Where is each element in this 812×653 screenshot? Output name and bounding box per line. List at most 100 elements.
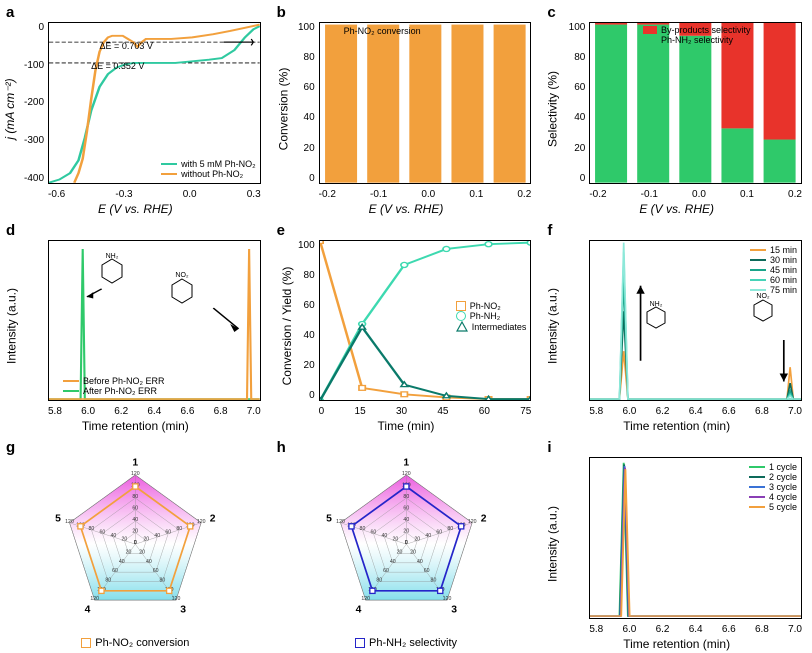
svg-text:60: 60 <box>436 530 442 536</box>
svg-text:40: 40 <box>417 559 423 565</box>
svg-text:120: 120 <box>90 596 99 602</box>
svg-text:60: 60 <box>403 506 409 512</box>
panel-f-label: f <box>547 222 552 239</box>
panel-d-legend: Before Ph-NO₂ ERR After Ph-NO₂ ERR <box>63 376 165 396</box>
svg-text:80: 80 <box>376 578 382 584</box>
svg-text:40: 40 <box>154 533 160 539</box>
svg-text:60: 60 <box>100 530 106 536</box>
panel-b-xticks: -0.2-0.10.00.10.2 <box>319 189 532 200</box>
panel-b-xlabel: E (V vs. RHE) <box>271 202 542 216</box>
svg-text:20: 20 <box>143 537 149 543</box>
svg-text:1: 1 <box>132 458 138 469</box>
panel-g: g 10204060801001202020406080100120302040… <box>0 435 271 653</box>
svg-text:20: 20 <box>403 529 409 535</box>
svg-text:20: 20 <box>121 537 127 543</box>
panel-i-ylabel: Intensity (a.u.) <box>546 506 560 582</box>
svg-text:40: 40 <box>390 559 396 565</box>
svg-text:20: 20 <box>396 550 402 556</box>
svg-text:60: 60 <box>112 568 118 574</box>
panel-f: f Intensity (a.u.) NH₂ NO₂ 15 min 30 min… <box>541 218 812 436</box>
panel-a-yticks: 0-100-200-300-400 <box>8 22 44 184</box>
panel-d-label: d <box>6 222 15 239</box>
svg-text:120: 120 <box>336 519 345 525</box>
panel-e-yticks: 100806040200 <box>279 240 315 402</box>
panel-c-xlabel: E (V vs. RHE) <box>541 202 812 216</box>
svg-text:1: 1 <box>403 458 409 469</box>
svg-text:40: 40 <box>381 533 387 539</box>
molecule-nitrobenzene-icon: NO₂ <box>748 292 778 331</box>
svg-text:20: 20 <box>132 529 138 535</box>
panel-i-legend: 1 cycle 2 cycle 3 cycle 4 cycle 5 cycle <box>749 462 797 512</box>
svg-text:80: 80 <box>132 494 138 500</box>
svg-text:3: 3 <box>451 605 457 616</box>
svg-text:5: 5 <box>55 514 61 525</box>
svg-text:60: 60 <box>370 530 376 536</box>
panel-f-xticks: 5.86.06.26.46.66.87.0 <box>589 406 802 417</box>
annot-de1: ΔE = 0.703 V <box>100 41 153 51</box>
panel-a-xticks: -0.6-0.30.00.3 <box>48 189 261 200</box>
panel-c: c Selectivity (%) 100806040200 By-produc… <box>541 0 812 218</box>
molecule-aniline-icon: NH₂ <box>95 253 129 294</box>
svg-text:60: 60 <box>132 506 138 512</box>
panel-i: i Intensity (a.u.) 1 cycle 2 cycle 3 cyc… <box>541 435 812 653</box>
molecule-aniline-icon: NH₂ <box>641 301 671 340</box>
svg-text:80: 80 <box>447 526 453 532</box>
panel-e-xticks: 01530456075 <box>319 406 532 417</box>
panel-d: d Intensity (a.u.) NH₂ NO₂ Before Ph-NO₂… <box>0 218 271 436</box>
svg-text:120: 120 <box>402 471 411 477</box>
panel-i-plot: 1 cycle 2 cycle 3 cycle 4 cycle 5 cycle <box>589 457 802 619</box>
svg-text:3: 3 <box>180 605 186 616</box>
panel-h: h 10204060801001202020406080100120302040… <box>271 435 542 653</box>
panel-c-label: c <box>547 4 555 21</box>
svg-text:80: 80 <box>105 578 111 584</box>
panel-f-xlabel: Time retention (min) <box>541 419 812 433</box>
panel-a-plot: ΔE = 0.703 V ΔE = 0.352 V with 5 mM Ph-N… <box>48 22 261 184</box>
panel-c-xticks: -0.2-0.10.00.10.2 <box>589 189 802 200</box>
svg-text:4: 4 <box>355 605 361 616</box>
svg-text:4: 4 <box>85 605 91 616</box>
panel-g-caption: Ph-NO₂ conversion <box>0 637 271 649</box>
svg-text:120: 120 <box>65 519 74 525</box>
svg-text:0: 0 <box>134 540 137 546</box>
svg-text:2: 2 <box>210 514 216 525</box>
svg-text:40: 40 <box>132 517 138 523</box>
svg-text:80: 80 <box>403 494 409 500</box>
svg-text:80: 80 <box>359 526 365 532</box>
panel-b-plot: Ph-NO₂ conversion <box>319 22 532 184</box>
panel-e-plot: Ph-NO₂ Ph-NH₂ Intermediates <box>319 240 532 402</box>
svg-text:40: 40 <box>425 533 431 539</box>
molecule-nitrobenzene-icon: NO₂ <box>165 269 199 314</box>
svg-text:60: 60 <box>383 568 389 574</box>
panel-e: e Conversion / Yield (%) 100806040200 Ph… <box>271 218 542 436</box>
svg-text:80: 80 <box>160 578 166 584</box>
svg-text:20: 20 <box>414 537 420 543</box>
panel-a-label: a <box>6 4 14 21</box>
panel-a-xlabel: E (V vs. RHE) <box>0 202 271 216</box>
svg-text:120: 120 <box>467 519 476 525</box>
svg-text:NH₂: NH₂ <box>106 253 119 260</box>
svg-text:120: 120 <box>197 519 206 525</box>
svg-text:2: 2 <box>480 514 486 525</box>
panel-d-xlabel: Time retention (min) <box>0 419 271 433</box>
panel-d-plot: NH₂ NO₂ Before Ph-NO₂ ERR After Ph-NO₂ E… <box>48 240 261 402</box>
annot-de2: ΔE = 0.352 V <box>91 61 144 71</box>
figure-grid: a j (mA cm⁻²) 0-100-200-300-400 ΔE = 0.7… <box>0 0 812 653</box>
panel-c-yticks: 100806040200 <box>549 22 585 184</box>
svg-text:5: 5 <box>326 514 332 525</box>
panel-f-ylabel: Intensity (a.u.) <box>546 288 560 364</box>
svg-text:120: 120 <box>442 596 451 602</box>
svg-text:40: 40 <box>403 517 409 523</box>
svg-text:60: 60 <box>153 568 159 574</box>
svg-text:80: 80 <box>430 578 436 584</box>
panel-i-xticks: 5.86.06.26.46.66.87.0 <box>589 624 802 635</box>
svg-text:0: 0 <box>405 540 408 546</box>
panel-e-xlabel: Time (min) <box>271 419 542 433</box>
svg-text:NO₂: NO₂ <box>175 272 189 279</box>
svg-text:120: 120 <box>361 596 370 602</box>
panel-b-label: b <box>277 4 286 21</box>
panel-a-legend: with 5 mM Ph-NO₂ without Ph-NO₂ <box>161 159 256 179</box>
panel-b-yticks: 100806040200 <box>279 22 315 184</box>
svg-text:NH₂: NH₂ <box>649 301 662 308</box>
svg-text:20: 20 <box>392 537 398 543</box>
panel-a: a j (mA cm⁻²) 0-100-200-300-400 ΔE = 0.7… <box>0 0 271 218</box>
